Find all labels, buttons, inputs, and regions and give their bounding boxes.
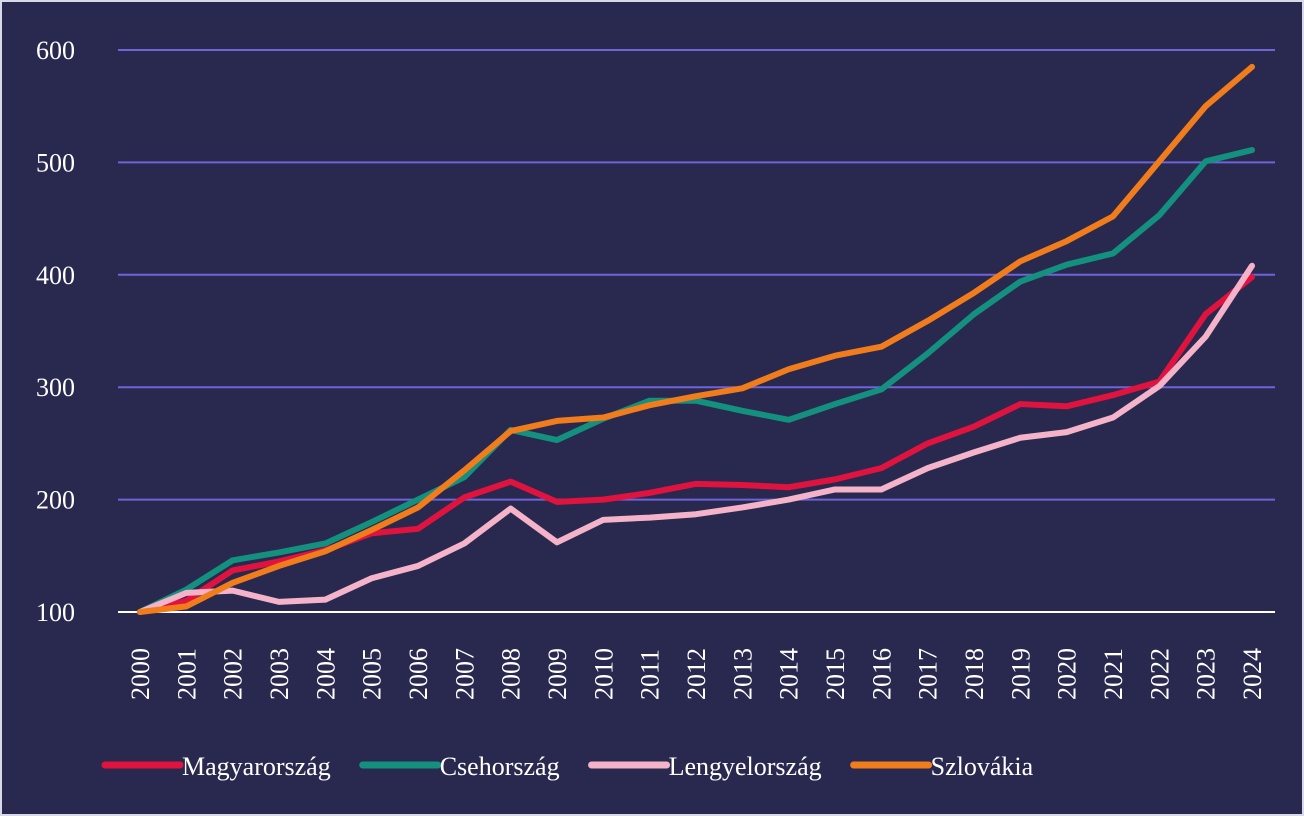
x-tick-label: 2011	[636, 649, 665, 700]
series-line	[137, 63, 1255, 615]
legend-label: Szlovákia	[931, 752, 1034, 781]
x-tick-label: 2023	[1192, 648, 1221, 700]
x-tick-label: 2002	[219, 648, 248, 700]
x-tick-label: 2015	[821, 648, 850, 700]
x-tick-label: 2010	[589, 648, 618, 700]
x-tick-label: 2001	[172, 648, 201, 700]
x-tick-label: 2008	[497, 648, 526, 700]
x-tick-label: 2013	[728, 648, 757, 700]
x-tick-label: 2012	[682, 648, 711, 700]
x-tick-label: 2000	[126, 648, 155, 700]
series-line	[137, 147, 1255, 615]
y-tick-label: 600	[36, 36, 75, 65]
x-tick-label: 2007	[450, 648, 479, 700]
x-tick-label: 2003	[265, 648, 294, 700]
y-tick-label: 300	[36, 373, 75, 402]
x-tick-label: 2021	[1099, 648, 1128, 700]
legend-label: Magyarország	[182, 752, 331, 781]
x-tick-label: 2019	[1006, 648, 1035, 700]
y-tick-label: 400	[36, 261, 75, 290]
x-tick-label: 2014	[775, 648, 804, 700]
x-tick-label: 2022	[1145, 648, 1174, 700]
x-tick-label: 2024	[1238, 648, 1267, 700]
x-tick-label: 2005	[358, 648, 387, 700]
x-tick-label: 2004	[311, 648, 340, 700]
x-tick-label: 2020	[1053, 648, 1082, 700]
legend-label: Csehország	[440, 752, 560, 781]
x-tick-label: 2018	[960, 648, 989, 700]
x-tick-label: 2009	[543, 648, 572, 700]
y-tick-label: 500	[36, 148, 75, 177]
series-line	[137, 262, 1255, 615]
legend-label: Lengyelország	[669, 752, 822, 781]
x-tick-label: 2006	[404, 648, 433, 700]
y-tick-label: 200	[36, 486, 75, 515]
y-tick-label: 100	[36, 598, 75, 627]
x-tick-label: 2016	[867, 648, 896, 700]
x-tick-label: 2017	[914, 648, 943, 700]
